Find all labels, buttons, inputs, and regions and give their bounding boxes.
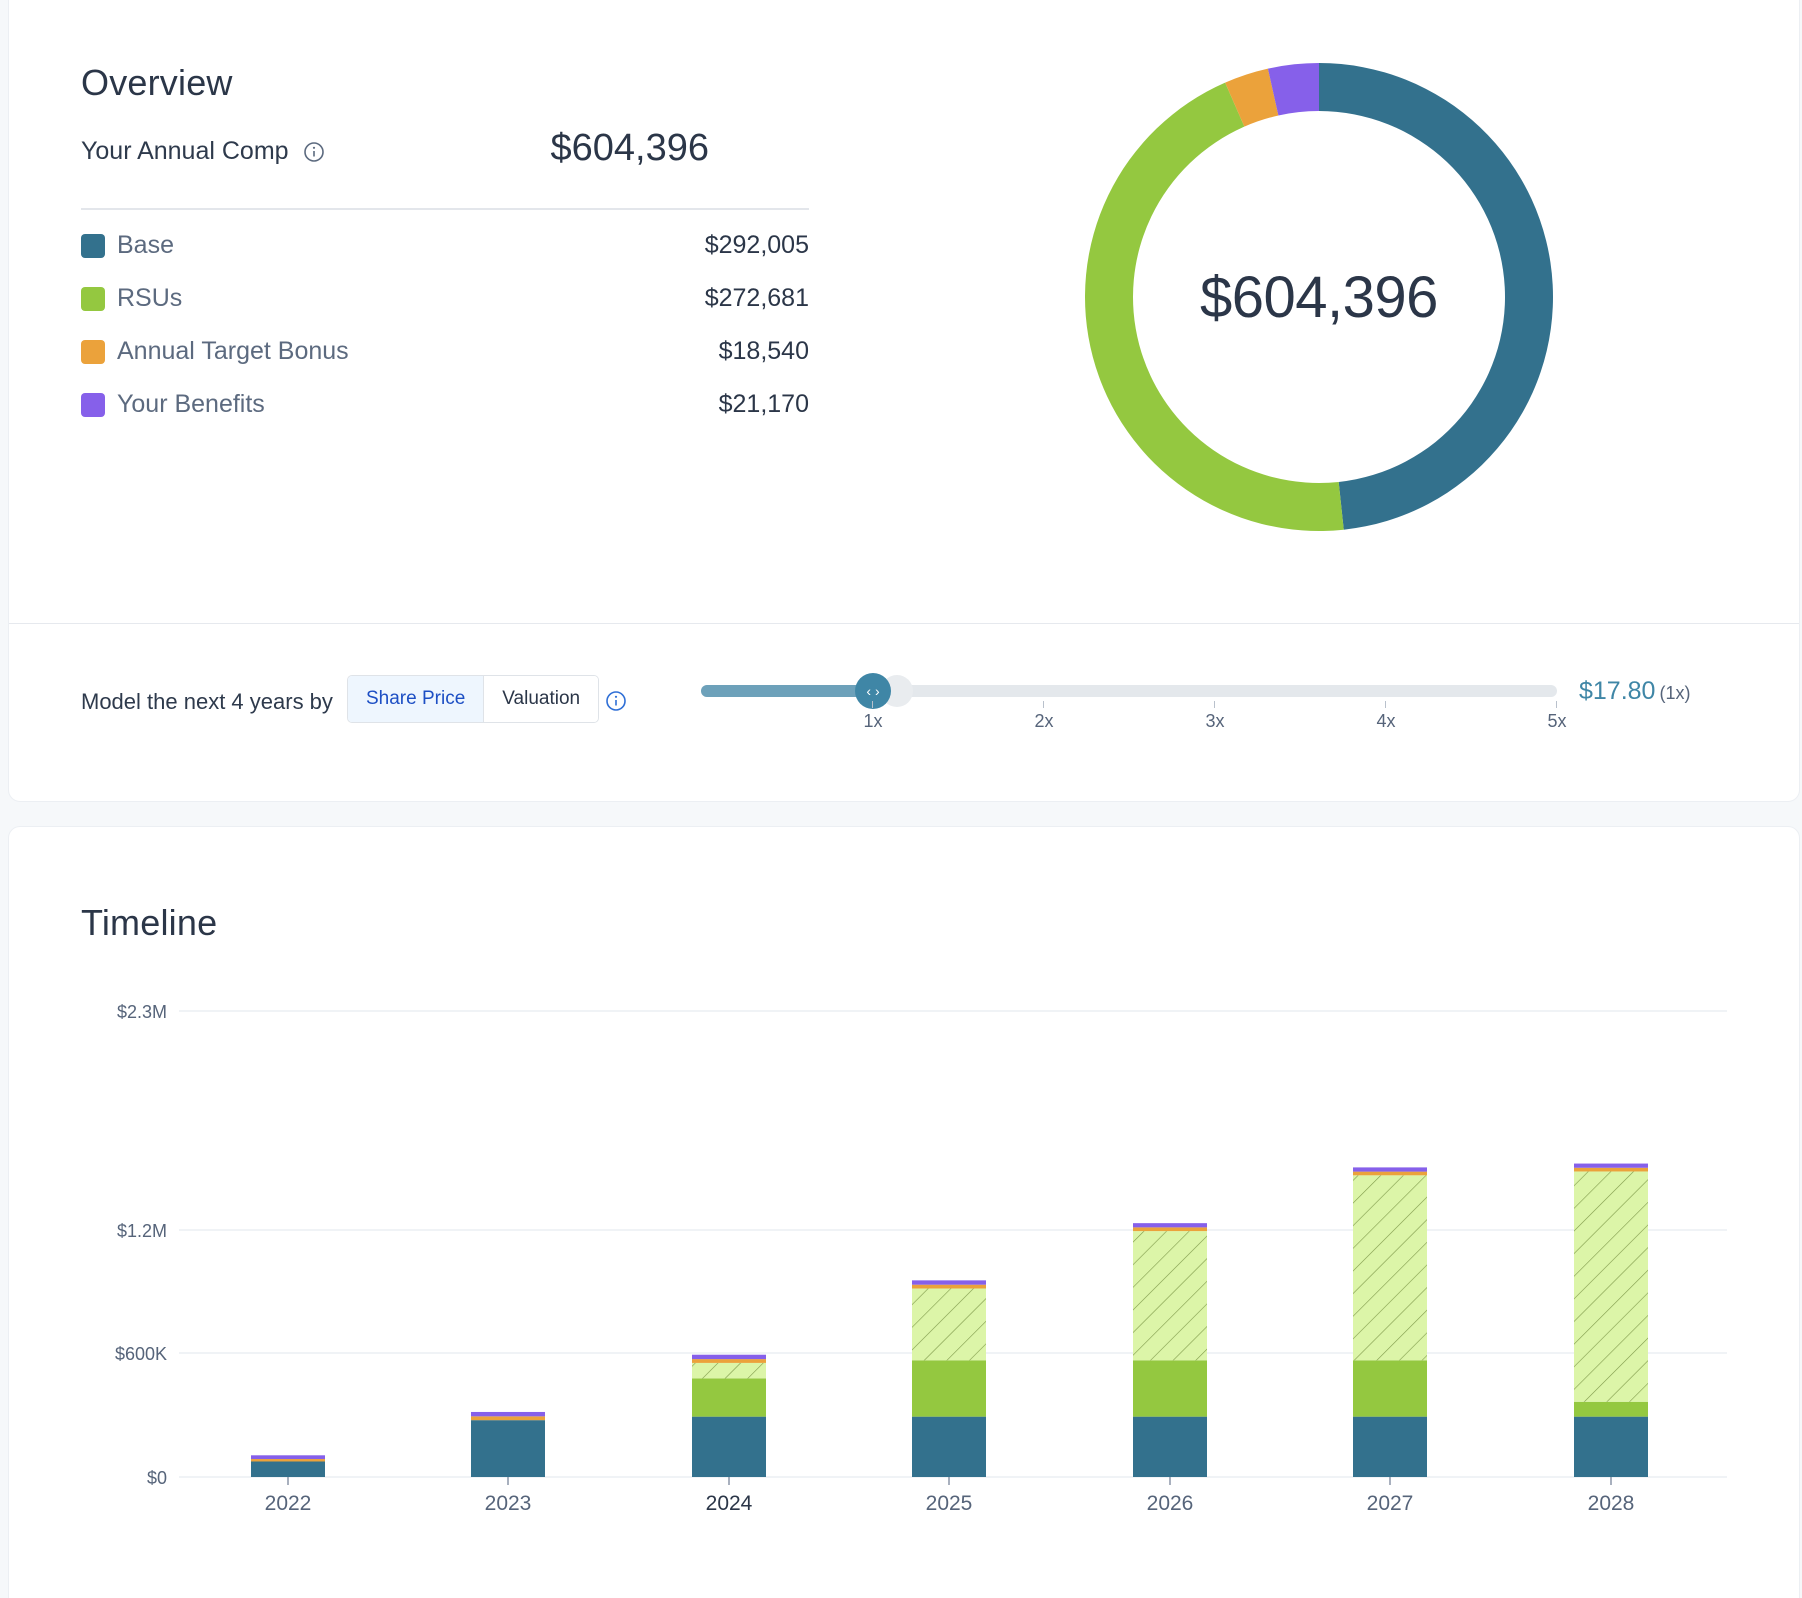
legend-item-base: Base $292,005 bbox=[81, 219, 809, 272]
comp-legend: Base $292,005 RSUs $272,681 Annual Targe… bbox=[81, 219, 809, 431]
timeline-card: Timeline $0 $600K $1.2M $2.3M 2022 2023 2024 20… bbox=[8, 826, 1800, 1598]
legend-label: Your Benefits bbox=[117, 390, 265, 418]
legend-label: Base bbox=[117, 231, 174, 259]
timeline-title: Timeline bbox=[81, 902, 218, 943]
overview-card: Overview Your Annual Comp $604,396 Base … bbox=[8, 0, 1800, 802]
bar-segment-annual-target-bonus[interactable] bbox=[251, 1459, 325, 1462]
share-price-multiplier: (1x) bbox=[1659, 683, 1691, 703]
info-icon[interactable] bbox=[303, 141, 325, 163]
slider-tick-label: 4x bbox=[1376, 711, 1396, 731]
model-label: Model the next 4 years by bbox=[81, 689, 333, 714]
bar-segment-rsus-projected[interactable] bbox=[912, 1288, 986, 1361]
donut-slice-bonus[interactable] bbox=[1225, 68, 1279, 127]
section-divider bbox=[9, 623, 1799, 624]
slider-tick bbox=[872, 701, 873, 708]
share-price-button[interactable]: Share Price bbox=[348, 676, 485, 722]
bar-segment-rsus-projected[interactable] bbox=[1353, 1175, 1427, 1361]
slider-tick bbox=[1556, 701, 1557, 708]
bar-segment-annual-target-bonus[interactable] bbox=[692, 1359, 766, 1363]
bar-segment-base[interactable] bbox=[912, 1416, 986, 1477]
bar-segment-your-benefits[interactable] bbox=[251, 1455, 325, 1460]
legend-item-bonus: Annual Target Bonus $18,540 bbox=[81, 325, 809, 378]
y-axis-tick-label: $1.2M bbox=[117, 1221, 167, 1241]
legend-item-benefits: Your Benefits $21,170 bbox=[81, 378, 809, 431]
bar-segment-rsus[interactable] bbox=[692, 1378, 766, 1417]
bar-segment-base[interactable] bbox=[471, 1420, 545, 1477]
bar-segment-annual-target-bonus[interactable] bbox=[912, 1284, 986, 1289]
y-axis-tick-label: $600K bbox=[115, 1344, 167, 1364]
bar-segment-base[interactable] bbox=[1133, 1416, 1207, 1477]
donut-slice-benefits[interactable] bbox=[1267, 63, 1319, 116]
bar-segment-annual-target-bonus[interactable] bbox=[1353, 1171, 1427, 1176]
donut-slice-base[interactable] bbox=[1319, 63, 1554, 530]
legend-value: $21,170 bbox=[718, 390, 809, 418]
divider bbox=[81, 208, 809, 210]
share-price-readout: $17.80 (1x) bbox=[1579, 677, 1690, 706]
swatch-rsus bbox=[81, 286, 105, 311]
timeline-bar-chart: $0 $600K $1.2M $2.3M 2022 2023 2024 2025 2026 202… bbox=[115, 1002, 1727, 1515]
donut-slice-rsus[interactable] bbox=[1084, 82, 1344, 532]
bar-segment-rsus[interactable] bbox=[912, 1360, 986, 1417]
share-price-value: $17.80 bbox=[1579, 677, 1656, 705]
bar-segment-annual-target-bonus[interactable] bbox=[471, 1416, 545, 1421]
swatch-benefits bbox=[81, 392, 105, 417]
x-axis-tick-label: 2025 bbox=[926, 1492, 973, 1515]
bar-segment-rsus-projected[interactable] bbox=[1133, 1231, 1207, 1361]
bar-segment-base[interactable] bbox=[1353, 1416, 1427, 1477]
x-axis-tick-label: 2026 bbox=[1147, 1492, 1194, 1515]
chevron-left-right-icon: ‹ › bbox=[866, 683, 880, 699]
bar-segment-rsus-projected[interactable] bbox=[1574, 1171, 1648, 1402]
swatch-bonus bbox=[81, 339, 105, 364]
y-axis-tick-label: $0 bbox=[147, 1468, 167, 1488]
x-axis-tick-label: 2027 bbox=[1367, 1492, 1414, 1515]
bar-segment-your-benefits[interactable] bbox=[1574, 1163, 1648, 1168]
swatch-base bbox=[81, 233, 105, 258]
legend-value: $272,681 bbox=[704, 284, 809, 312]
bar-segment-annual-target-bonus[interactable] bbox=[1133, 1227, 1207, 1232]
legend-value: $292,005 bbox=[704, 231, 809, 259]
slider-handle[interactable]: ‹ › bbox=[855, 673, 891, 709]
legend-item-rsus: RSUs $272,681 bbox=[81, 272, 809, 325]
bar-segment-your-benefits[interactable] bbox=[692, 1354, 766, 1360]
legend-label: RSUs bbox=[117, 284, 183, 312]
bar-segment-rsus[interactable] bbox=[1574, 1401, 1648, 1417]
slider-tick-label: 3x bbox=[1205, 711, 1225, 731]
share-price-slider[interactable] bbox=[701, 685, 1557, 697]
bar-segment-annual-target-bonus[interactable] bbox=[1574, 1167, 1648, 1172]
slider-tick bbox=[1214, 701, 1215, 708]
bar-segment-base[interactable] bbox=[1574, 1416, 1648, 1477]
annual-comp-total: $604,396 bbox=[550, 127, 710, 169]
legend-value: $18,540 bbox=[718, 337, 809, 365]
bar-segment-your-benefits[interactable] bbox=[1353, 1167, 1427, 1172]
bar-segment-base[interactable] bbox=[692, 1416, 766, 1477]
slider-tick bbox=[1385, 701, 1386, 708]
bar-segment-your-benefits[interactable] bbox=[1133, 1223, 1207, 1228]
model-toggle: Share Price Valuation bbox=[347, 675, 600, 723]
x-axis-tick-label: 2023 bbox=[485, 1492, 532, 1515]
x-axis-tick-label: 2024 bbox=[706, 1492, 753, 1515]
comp-donut-chart bbox=[1084, 63, 1554, 532]
bar-segment-rsus[interactable] bbox=[1133, 1360, 1207, 1417]
overview-title: Overview bbox=[81, 62, 233, 103]
x-axis-tick-label: 2022 bbox=[265, 1492, 312, 1515]
valuation-button[interactable]: Valuation bbox=[484, 676, 599, 722]
donut-center-total: $604,396 bbox=[1200, 264, 1438, 330]
bar-segment-rsus[interactable] bbox=[1353, 1360, 1427, 1417]
bar-segment-base[interactable] bbox=[251, 1461, 325, 1478]
bar-segment-rsus-projected[interactable] bbox=[692, 1362, 766, 1379]
slider-tick bbox=[1043, 701, 1044, 708]
y-axis-tick-label: $2.3M bbox=[117, 1002, 167, 1022]
slider-tick-label: 1x bbox=[863, 711, 883, 731]
bar-segment-your-benefits[interactable] bbox=[471, 1411, 545, 1417]
slider-tick-label: 2x bbox=[1034, 711, 1054, 731]
slider-tick-label: 5x bbox=[1547, 711, 1567, 731]
info-icon[interactable] bbox=[605, 690, 627, 712]
slider-fill bbox=[701, 685, 873, 697]
x-axis-tick-label: 2028 bbox=[1588, 1492, 1635, 1515]
legend-label: Annual Target Bonus bbox=[117, 337, 349, 365]
bar-segment-your-benefits[interactable] bbox=[912, 1280, 986, 1285]
annual-comp-label-row: Your Annual Comp bbox=[81, 137, 325, 166]
annual-comp-label: Your Annual Comp bbox=[81, 137, 289, 165]
